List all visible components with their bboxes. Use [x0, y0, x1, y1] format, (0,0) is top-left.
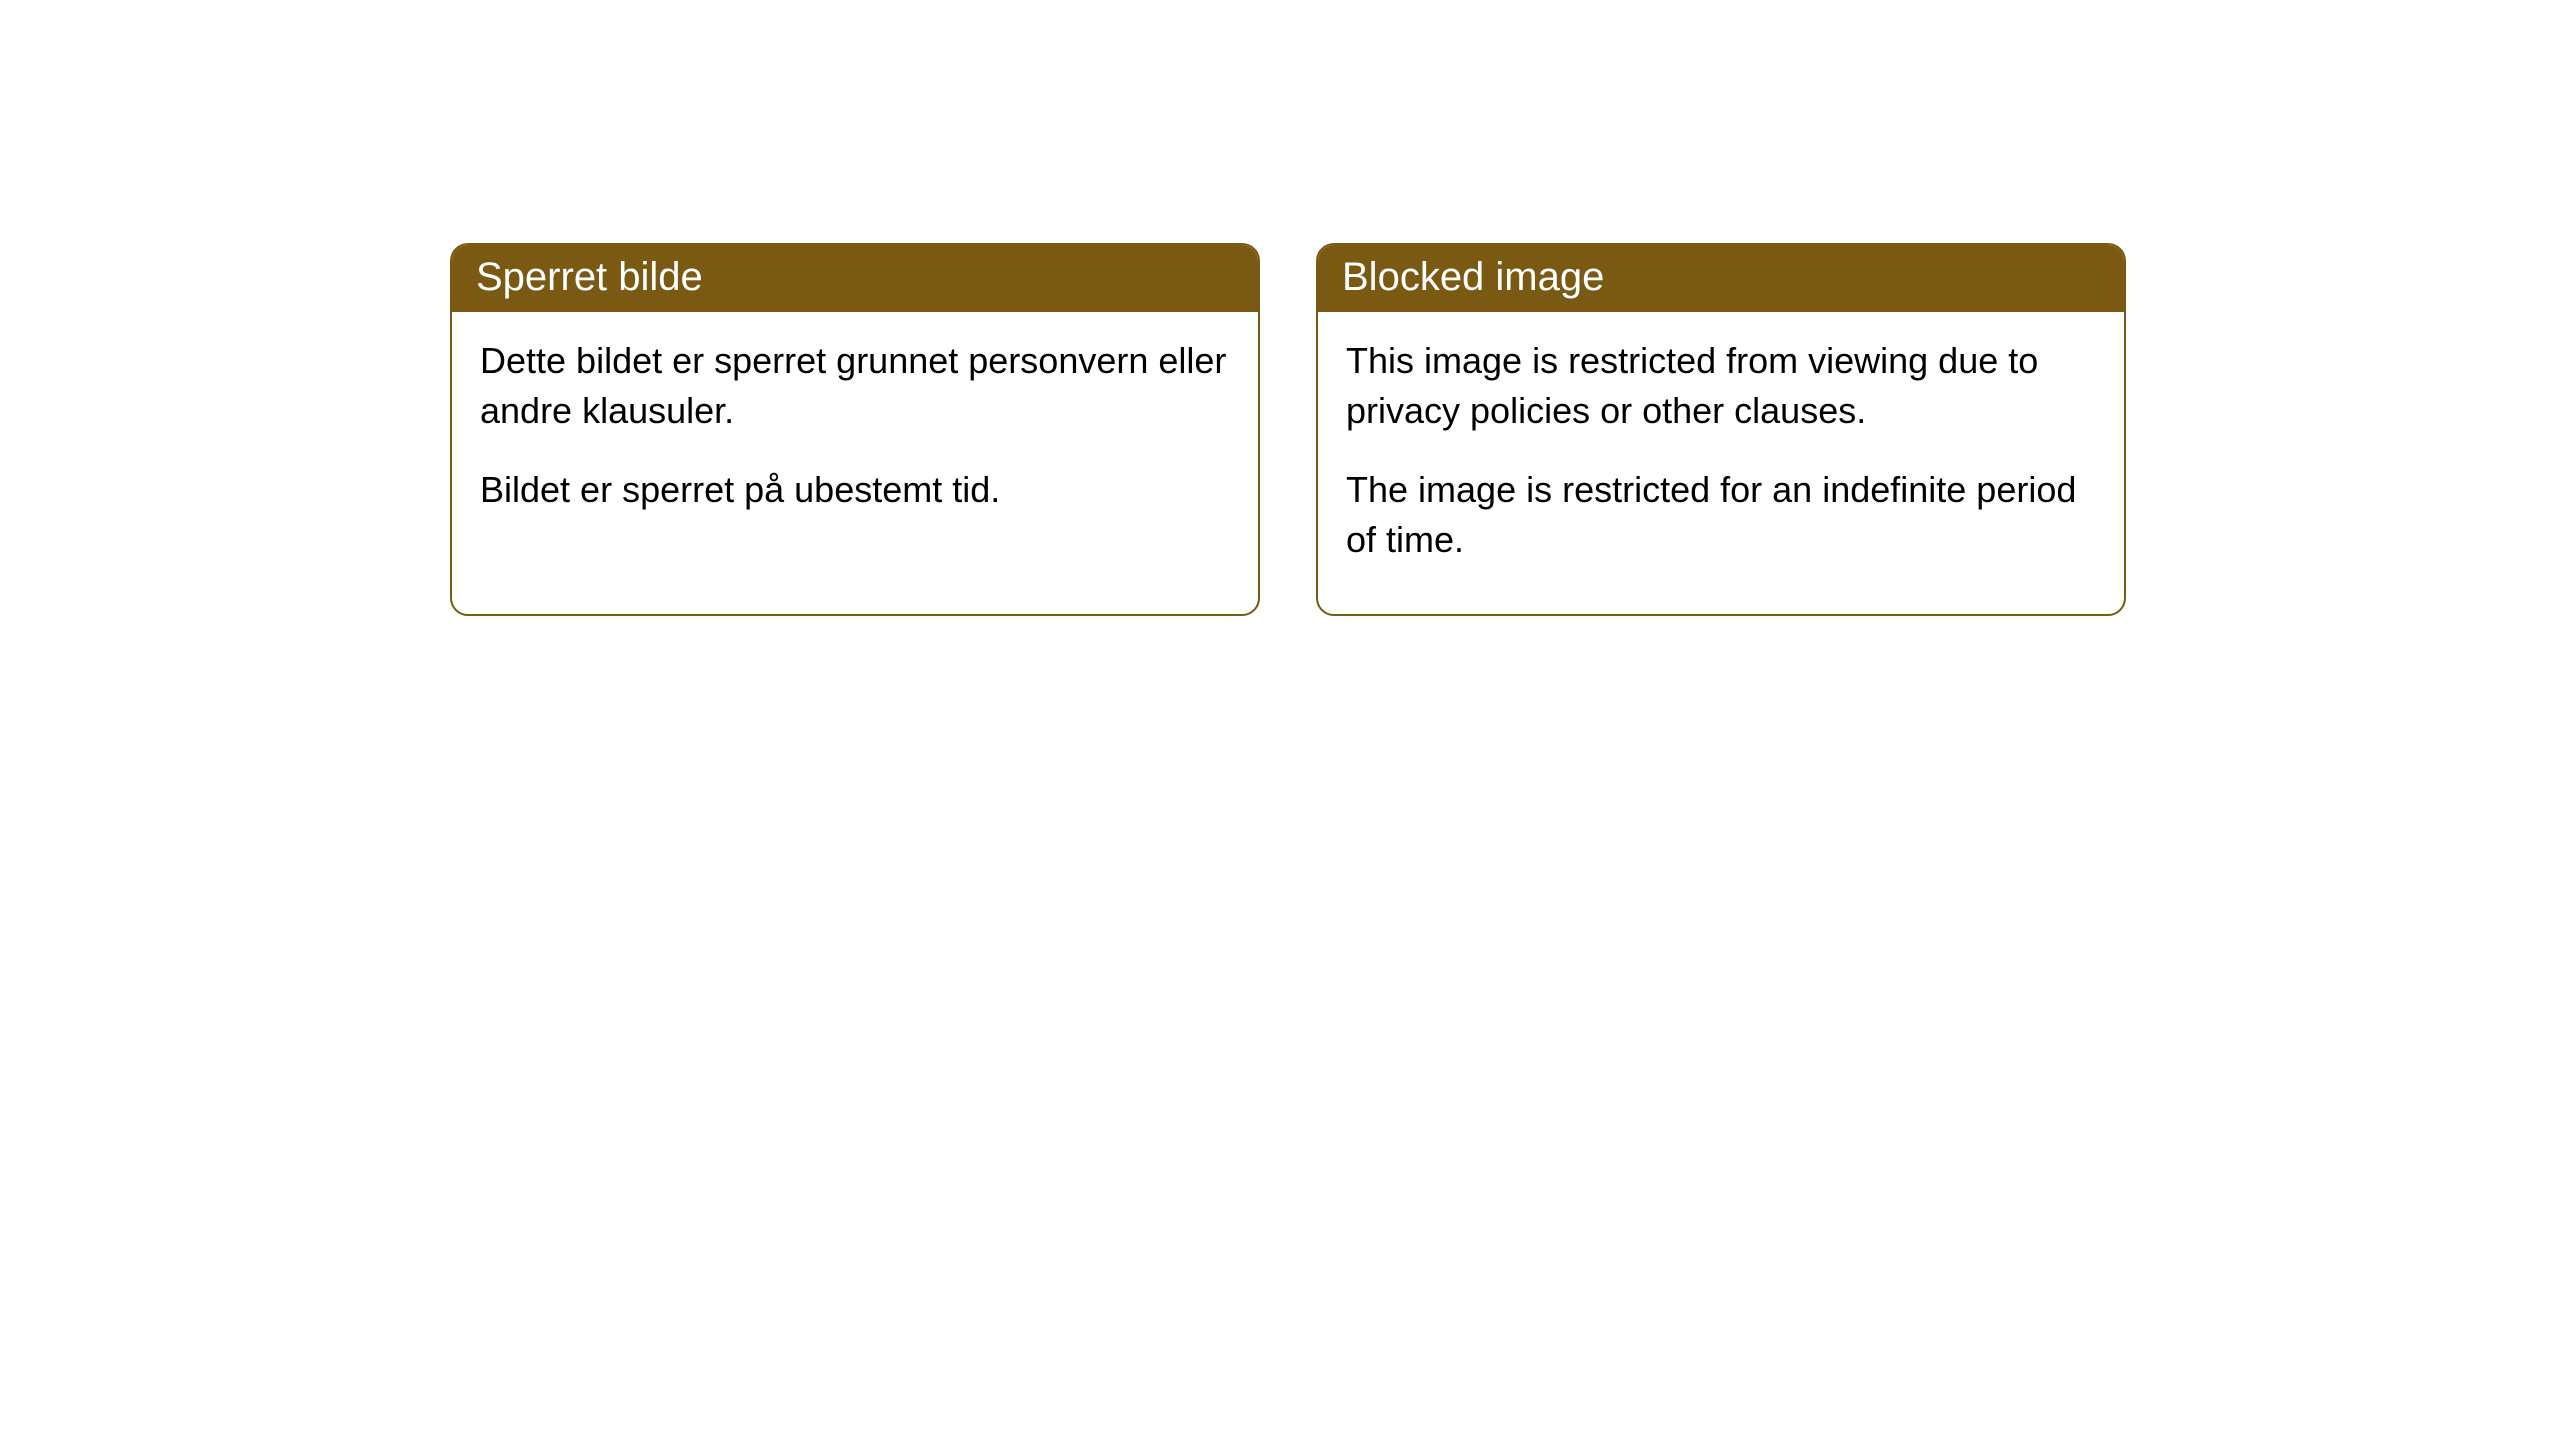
card-paragraph: Dette bildet er sperret grunnet personve…	[480, 336, 1230, 437]
notice-card-norwegian: Sperret bilde Dette bildet er sperret gr…	[450, 243, 1260, 616]
card-paragraph: The image is restricted for an indefinit…	[1346, 465, 2096, 566]
card-title: Sperret bilde	[476, 255, 703, 299]
card-paragraph: Bildet er sperret på ubestemt tid.	[480, 465, 1230, 515]
card-header: Blocked image	[1318, 245, 2124, 312]
card-paragraph: This image is restricted from viewing du…	[1346, 336, 2096, 437]
card-body: Dette bildet er sperret grunnet personve…	[452, 312, 1258, 563]
notice-card-english: Blocked image This image is restricted f…	[1316, 243, 2126, 616]
card-header: Sperret bilde	[452, 245, 1258, 312]
notice-cards-container: Sperret bilde Dette bildet er sperret gr…	[450, 243, 2126, 616]
card-title: Blocked image	[1342, 255, 1604, 299]
card-body: This image is restricted from viewing du…	[1318, 312, 2124, 614]
